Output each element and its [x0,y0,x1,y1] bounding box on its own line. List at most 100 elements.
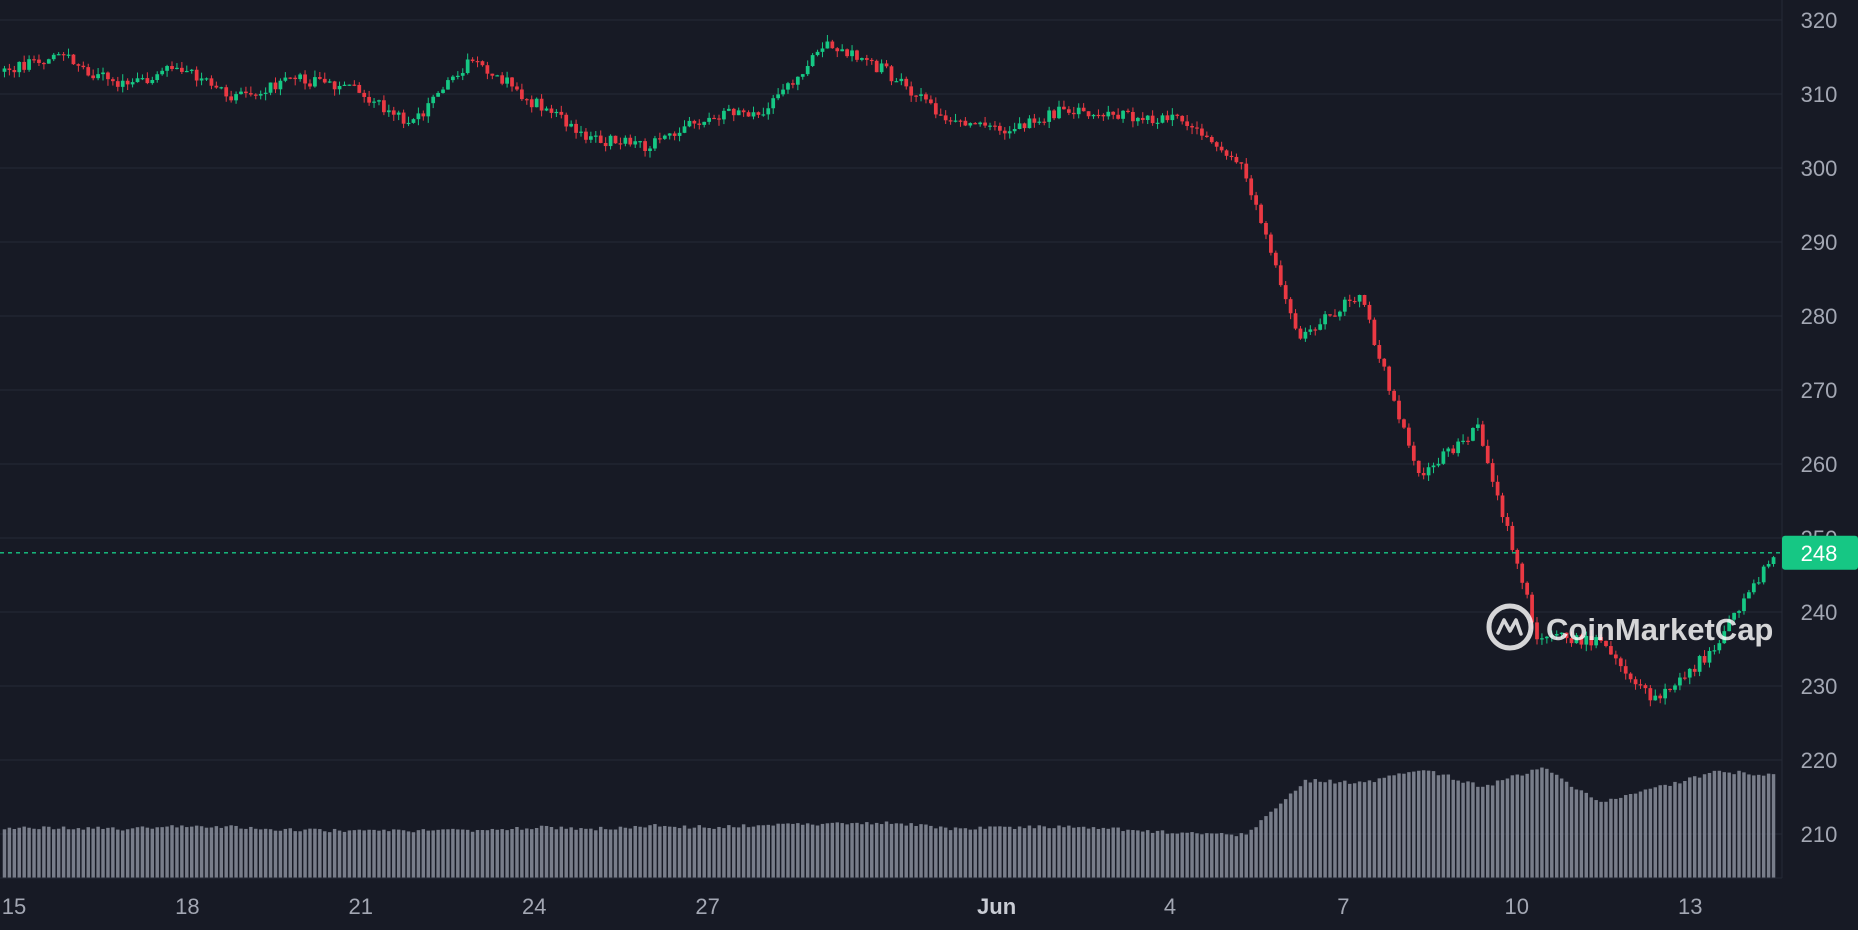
volume-bar [1042,826,1046,878]
volume-bar [1619,797,1623,878]
volume-bar [1214,833,1219,878]
candle-body [1219,146,1224,151]
volume-bar [2,829,7,878]
candle-body [1544,636,1549,639]
candle-body [1707,650,1712,663]
candle-body [722,110,726,120]
volume-bar [96,826,100,878]
candle-body [1224,150,1229,156]
candle-body [549,108,554,113]
candle-body [1160,115,1165,123]
volume-bar [76,828,81,878]
volume-bar [313,828,317,878]
candle-body [579,131,583,133]
candle-body [465,59,470,74]
volume-bar [1609,798,1613,878]
volume-bar [1121,831,1125,878]
volume-bar [86,827,90,878]
candle-body [1269,234,1273,253]
volume-bar [943,827,948,878]
volume-bar [1249,829,1253,878]
volume-bar [648,825,652,878]
candle-body [1007,131,1012,134]
volume-bar [1377,778,1382,878]
candle-body [219,87,224,89]
candle-body [1116,114,1121,119]
candle-body [1441,451,1446,464]
volume-bar [495,829,499,878]
volume-bar [1219,832,1224,878]
candle-body [707,117,712,122]
candle-body [1530,594,1534,623]
candle-body [455,75,460,77]
candle-body [613,135,618,144]
volume-bar [342,831,347,878]
candle-body [1126,110,1130,112]
candle-body [1673,685,1677,690]
current-price-tag: 248 [1782,535,1858,570]
candle-body [357,84,362,93]
volume-bar [939,826,943,878]
volume-bar [633,825,637,878]
candle-body [510,77,514,87]
candle-body [1727,619,1732,632]
candle-body [1495,481,1500,496]
candle-body [1037,121,1042,123]
candle-body [1402,419,1406,428]
candle-body [1490,463,1495,482]
volume-bar [175,827,179,878]
candle-body [401,112,406,124]
candle-body [978,122,983,125]
candle-body [919,94,923,96]
candle-body [953,120,958,122]
candle-body [1416,460,1421,474]
candle-body [1604,640,1608,647]
volume-bar [584,828,588,878]
candle-body [771,98,776,109]
candle-body [529,99,534,108]
candle-body [61,54,66,56]
candle-body [76,64,81,66]
volume-bar [209,827,214,878]
candle-body [1239,162,1244,164]
candle-body [746,112,751,117]
volume-bar [727,825,731,878]
volume-bar [1441,774,1446,878]
volume-bar [1742,772,1746,878]
candle-body [56,54,61,56]
volume-bar [1550,772,1554,878]
candle-body [239,91,243,95]
volume-bar [1747,774,1751,878]
volume-bar [618,826,623,878]
candle-body [687,120,692,127]
candle-body [480,61,485,66]
candle-body [179,67,184,72]
volume-bar [805,823,810,878]
candle-body [741,110,746,113]
candle-body [968,123,973,126]
volume-bar [1697,777,1702,878]
volume-bar [835,822,839,878]
volume-bar [1486,784,1490,878]
candle-body [1372,319,1377,346]
candle-body [1096,114,1101,117]
candle-body [1150,115,1155,124]
candle-body [1668,688,1672,691]
volume-bar [1298,786,1303,878]
volume-bar [1200,834,1204,878]
candle-body [12,70,17,73]
candle-body [1692,668,1697,672]
candle-body [1431,465,1436,468]
volume-bar [569,827,573,878]
volume-bar [1136,830,1140,878]
volume-bar [234,825,238,878]
candle-body [293,77,298,80]
candle-body [1574,635,1579,644]
volume-bar [170,825,174,878]
candle-body [603,142,608,147]
volume-bar [1254,827,1258,878]
candle-body [1131,111,1135,122]
volume-bar [1150,832,1155,878]
volume-bar [219,827,224,878]
candle-body [1609,646,1613,655]
